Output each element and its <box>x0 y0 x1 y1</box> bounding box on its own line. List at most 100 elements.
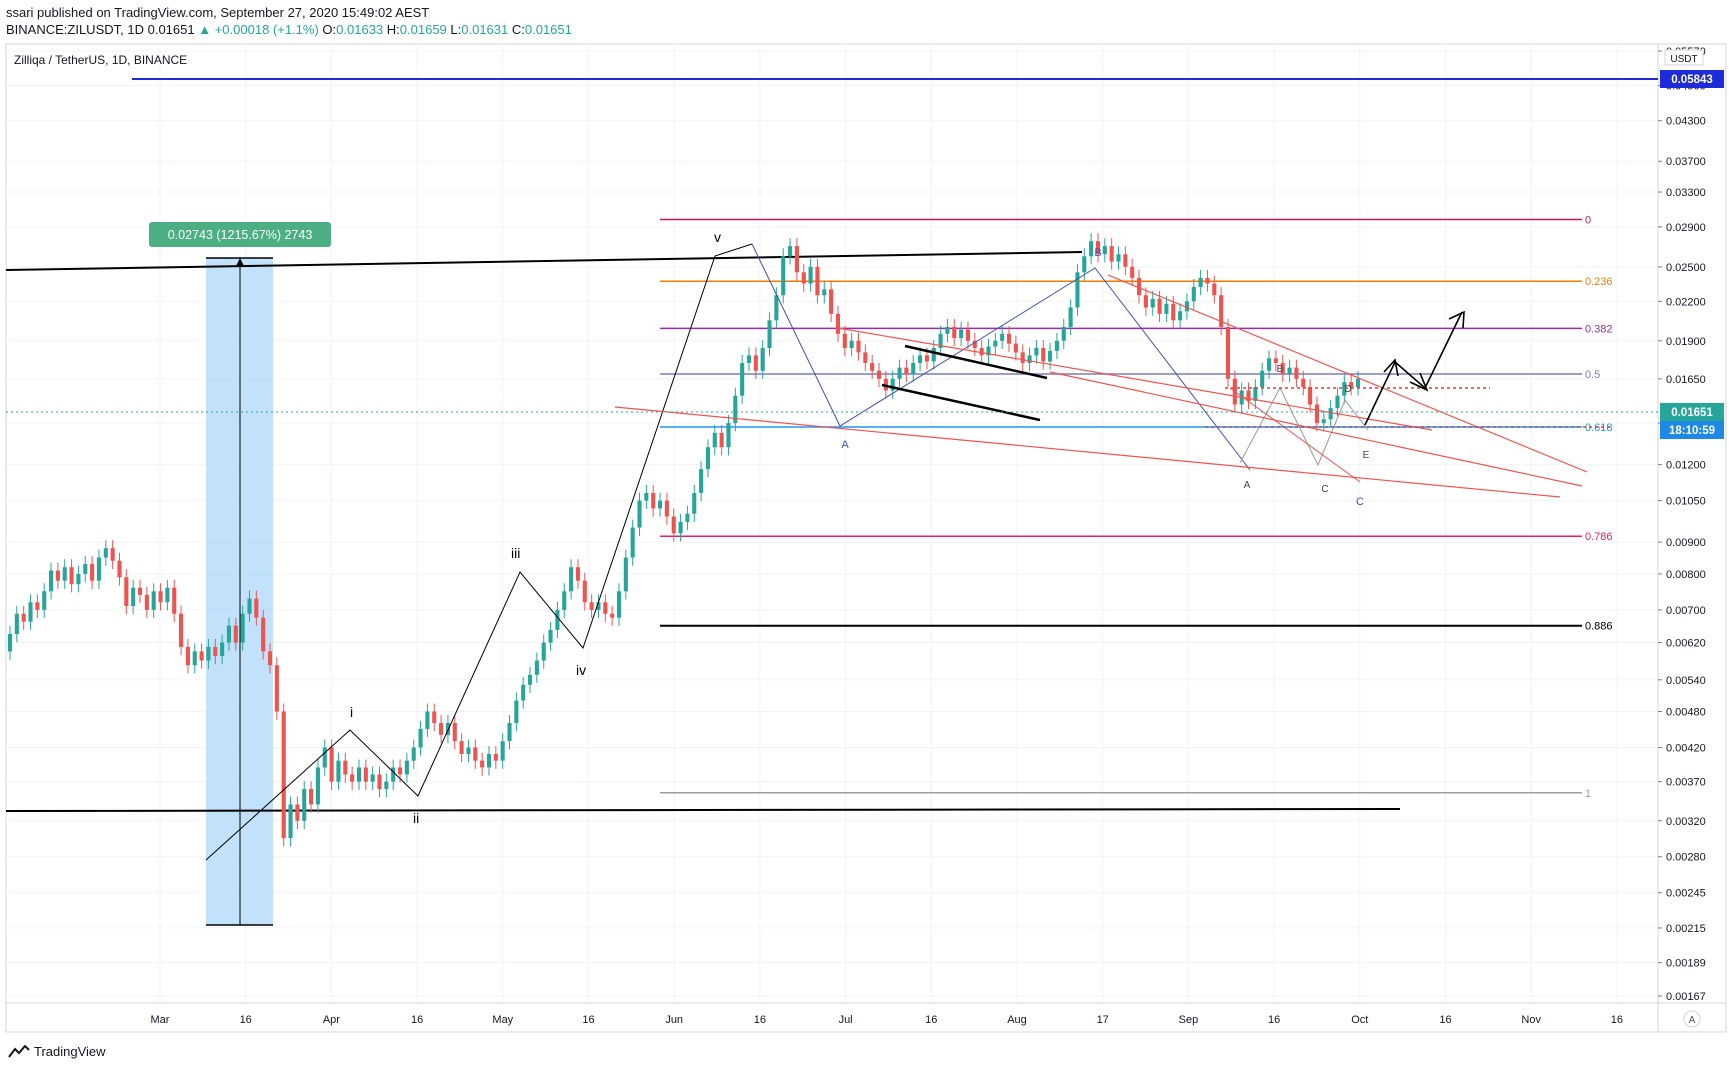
candle-body <box>1123 254 1128 267</box>
auto-scale-button[interactable] <box>1683 1010 1701 1028</box>
wave-label-A-grey: A <box>1244 480 1251 491</box>
candle-body <box>69 567 74 585</box>
candle-body <box>1198 277 1203 287</box>
candle-body <box>623 557 628 592</box>
candle-body <box>473 747 478 761</box>
candle-body <box>849 340 854 348</box>
candle-body <box>746 355 752 363</box>
candle-body <box>767 320 772 348</box>
candle-body <box>1328 408 1333 420</box>
tradingview-icon <box>8 1044 30 1058</box>
candle-body <box>90 563 95 581</box>
candle-body <box>302 789 307 821</box>
candle-body <box>1178 311 1183 321</box>
tradingview-logo[interactable]: TradingView <box>8 1044 106 1059</box>
candles <box>7 233 1361 847</box>
candle-body <box>1034 347 1039 356</box>
time-tick-label: Mar <box>151 1014 170 1026</box>
lower-black-trendline[interactable] <box>5 808 1401 812</box>
resistance-price-tag <box>1660 70 1724 88</box>
high-label: H: <box>386 22 400 37</box>
candle-body <box>1335 395 1340 409</box>
price-tick-label: 0.00167 <box>1666 991 1706 1003</box>
candle-body <box>1273 358 1278 363</box>
measure-label-box <box>149 222 331 247</box>
time-tick-label: Jun <box>665 1014 683 1026</box>
candle-body <box>288 804 293 839</box>
candle-body <box>575 567 580 581</box>
candle-body <box>131 587 136 607</box>
projection-path <box>1364 311 1463 426</box>
projection-arrowhead-1 <box>1383 358 1399 377</box>
candle-body <box>1191 286 1196 302</box>
candle-body <box>890 378 895 391</box>
candle-body <box>911 362 916 374</box>
wave-label-C-blue: C <box>1356 496 1364 508</box>
open-label: O: <box>322 22 337 37</box>
candle-body <box>377 774 382 790</box>
fib-level-label: 1 <box>1585 788 1591 800</box>
red-wedge-upper[interactable] <box>1107 274 1588 473</box>
price-tick-label: 0.00700 <box>1666 605 1706 617</box>
candle-body <box>1116 254 1121 262</box>
time-tick-label: Oct <box>1351 1014 1368 1026</box>
time-tick-label: 16 <box>1611 1014 1623 1026</box>
candle-body <box>589 602 594 610</box>
price-tick-label: 0.02500 <box>1666 262 1706 274</box>
time-tick-label: Aug <box>1007 1014 1027 1026</box>
candle-body <box>370 774 375 782</box>
candle-body <box>1321 419 1326 424</box>
wave-label-ii: ii <box>413 810 419 826</box>
candle-body <box>610 613 615 618</box>
candle-body <box>199 651 204 661</box>
candle-body <box>904 367 909 374</box>
candle-body <box>404 760 409 775</box>
time-tick-label: 16 <box>240 1014 252 1026</box>
candle-body <box>445 722 450 735</box>
red-channel-lower[interactable] <box>614 406 1561 498</box>
time-tick-label: Jul <box>839 1014 853 1026</box>
price-tick-label: 0.00280 <box>1666 852 1706 864</box>
candle-body <box>1006 333 1012 344</box>
time-tick-label: May <box>492 1014 513 1026</box>
candle-body <box>856 340 861 353</box>
price-change: ▲ +0.00018 (+1.1%) <box>198 22 319 37</box>
red-channel-upper[interactable] <box>837 327 1433 431</box>
candle-body <box>972 340 977 348</box>
candle-body <box>185 646 190 666</box>
fib-level-label: 0.886 <box>1585 621 1613 633</box>
candle-body <box>172 587 177 614</box>
candle-body <box>1294 367 1299 379</box>
candle-body <box>986 346 991 356</box>
candle-body <box>76 573 81 585</box>
candle-body <box>1048 350 1053 362</box>
grid <box>6 44 1658 1003</box>
candle-body <box>151 591 156 610</box>
time-tick-label: 16 <box>1439 1014 1451 1026</box>
price-tick-label: 0.01900 <box>1666 336 1706 348</box>
candle-body <box>993 340 998 347</box>
candle-body <box>965 329 971 341</box>
candle-body <box>363 767 368 782</box>
candle-body <box>1041 347 1046 362</box>
candle-body <box>1130 266 1135 278</box>
chart-title: Zilliqa / TetherUS, 1D, BINANCE <box>14 53 187 67</box>
price-tick-label: 0.00189 <box>1666 958 1706 970</box>
candle-body <box>733 395 738 424</box>
candle-body <box>28 602 33 622</box>
candle-body <box>137 587 143 595</box>
candle-body <box>952 326 957 338</box>
price-axis: 0.055700.049000.043000.037000.033000.029… <box>1658 46 1706 1003</box>
candle-body <box>1280 362 1285 374</box>
candle-body <box>699 469 704 494</box>
candle-body <box>548 629 553 643</box>
candle-body <box>671 516 676 534</box>
price-tick-label: 0.02200 <box>1666 296 1706 308</box>
upper-black-trendline[interactable] <box>5 251 1083 271</box>
tradingview-brand: TradingView <box>34 1044 106 1059</box>
red-wedge-lower[interactable] <box>1049 371 1583 487</box>
price-tick-label: 0.00320 <box>1666 816 1706 828</box>
candle-body <box>486 753 492 768</box>
candle-body <box>1136 277 1142 296</box>
